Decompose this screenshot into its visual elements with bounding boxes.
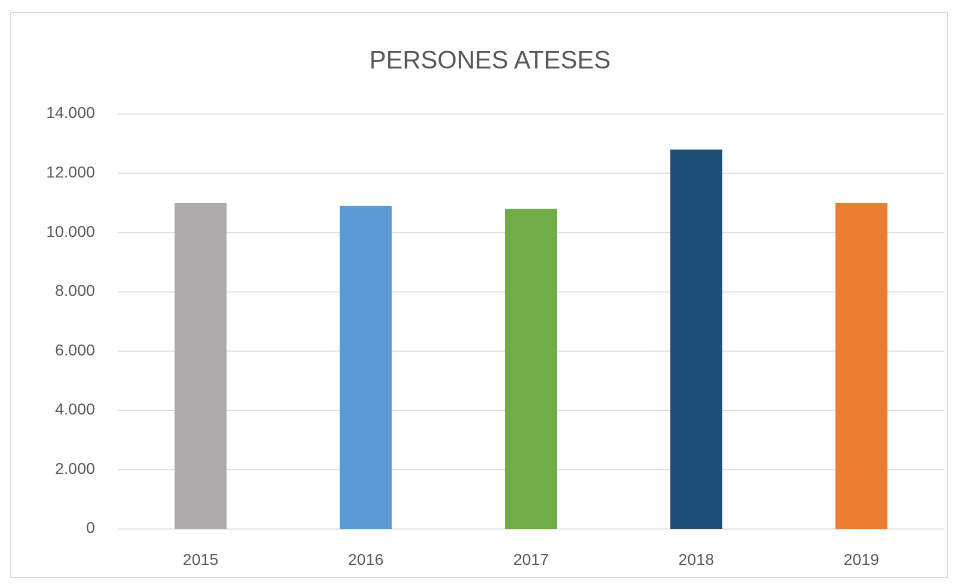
x-tick-label: 2016 bbox=[348, 552, 384, 569]
y-tick-label: 2.000 bbox=[55, 461, 95, 478]
x-tick-label: 2018 bbox=[678, 552, 714, 569]
y-tick-label: 12.000 bbox=[46, 165, 95, 182]
chart-frame bbox=[10, 12, 948, 578]
x-tick-label: 2017 bbox=[513, 552, 549, 569]
y-tick-label: 10.000 bbox=[46, 224, 95, 241]
bar bbox=[174, 202, 227, 529]
bar bbox=[835, 202, 888, 529]
y-tick-label: 6.000 bbox=[55, 342, 95, 359]
y-tick-label: 14.000 bbox=[46, 105, 95, 122]
y-tick-label: 8.000 bbox=[55, 283, 95, 300]
chart-title: PERSONES ATESES bbox=[369, 47, 610, 75]
bar bbox=[670, 149, 723, 530]
bar bbox=[505, 208, 557, 529]
y-tick-label: 0 bbox=[86, 520, 95, 537]
bar bbox=[339, 205, 392, 529]
x-tick-label: 2015 bbox=[183, 552, 219, 569]
y-tick-label: 4.000 bbox=[55, 402, 95, 419]
x-tick-label: 2019 bbox=[844, 552, 880, 569]
